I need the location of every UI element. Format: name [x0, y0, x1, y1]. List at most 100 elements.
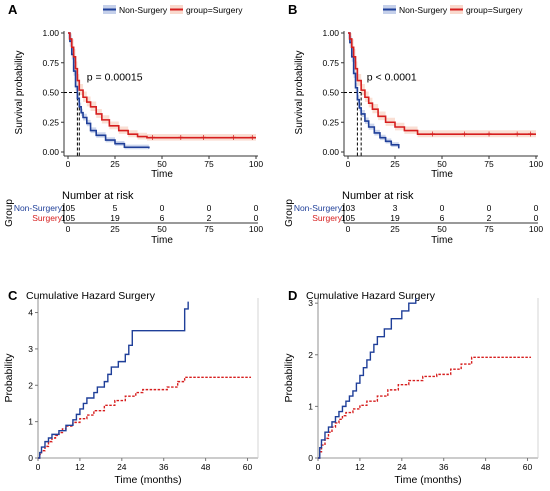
x-tick-label: 60	[243, 462, 253, 472]
x-tick-label: 36	[439, 462, 449, 472]
risk-table-value: 6	[440, 213, 445, 223]
y-axis-title: Probability	[283, 353, 295, 403]
risk-table-x-tick-label: 100	[529, 224, 543, 234]
risk-table-x-tick-label: 25	[110, 224, 120, 234]
panel-label: A	[8, 2, 18, 17]
x-tick-label: 0	[36, 462, 41, 472]
risk-table-x-tick-label: 75	[484, 224, 494, 234]
x-tick-label: 75	[204, 159, 214, 169]
confidence-band-non-surgery	[68, 33, 149, 151]
legend-label-non-surgery: Non-Surgery	[119, 5, 168, 15]
legend-label-non-surgery: Non-Surgery	[399, 5, 448, 15]
x-tick-label: 48	[481, 462, 491, 472]
x-tick-label: 50	[437, 159, 447, 169]
y-tick-label: 1	[308, 401, 313, 411]
risk-table-value: 2	[487, 213, 492, 223]
risk-table-value: 105	[61, 213, 75, 223]
risk-table-title: Number at risk	[342, 190, 414, 202]
x-tick-label: 12	[75, 462, 85, 472]
risk-table-x-tick-label: 50	[157, 224, 167, 234]
y-tick-label: 1.00	[42, 28, 59, 38]
risk-table-value: 103	[341, 203, 355, 213]
p-value: p < 0.0001	[367, 72, 417, 84]
panel-label: C	[8, 288, 18, 303]
x-axis-title: Time (months)	[114, 474, 181, 486]
risk-table-row-label: Surgery	[32, 213, 63, 223]
y-axis-title: Survival probability	[14, 51, 25, 135]
legend-label-surgery: group=Surgery	[466, 5, 523, 15]
risk-table-value: 0	[487, 203, 492, 213]
censor-mark: +	[430, 130, 436, 141]
risk-table-x-tick-label: 0	[346, 224, 351, 234]
survival-curve-surgery	[348, 32, 536, 135]
x-tick-label: 48	[201, 462, 211, 472]
y-tick-label: 0	[308, 453, 313, 463]
confidence-band-surgery	[348, 33, 536, 138]
risk-table-x-tick-label: 25	[390, 224, 400, 234]
risk-table-value: 105	[61, 203, 75, 213]
y-axis-title: Survival probability	[294, 51, 305, 135]
y-tick-label: 1	[28, 417, 33, 427]
risk-table-y-axis-title: Group	[4, 199, 15, 227]
risk-table-value: 19	[390, 213, 400, 223]
x-tick-label: 12	[355, 462, 365, 472]
risk-table-value: 3	[393, 203, 398, 213]
risk-table-x-axis-title: Time	[431, 235, 453, 246]
p-value: p = 0.00015	[87, 72, 143, 84]
x-axis-title: Time	[151, 169, 173, 180]
risk-table-y-axis-title: Group	[284, 199, 295, 227]
risk-table-x-tick-label: 100	[249, 224, 263, 234]
risk-table-x-tick-label: 75	[204, 224, 214, 234]
risk-table-value: 0	[534, 203, 539, 213]
censor-mark: +	[249, 133, 255, 144]
x-tick-label: 100	[249, 159, 263, 169]
censor-mark: +	[514, 130, 520, 141]
risk-table-value: 6	[160, 213, 165, 223]
y-tick-label: 0.00	[42, 147, 59, 157]
censor-mark: +	[200, 133, 206, 144]
risk-table-value: 0	[534, 213, 539, 223]
risk-table-value: 0	[207, 203, 212, 213]
risk-table-row-label: Non-Surgery	[14, 203, 63, 213]
risk-table-value: 105	[341, 213, 355, 223]
x-axis-title: Time (months)	[394, 474, 461, 486]
x-tick-label: 0	[316, 462, 321, 472]
survival-curve-surgery	[68, 32, 256, 139]
chart-title: Cumulative Hazard Surgery	[26, 290, 156, 302]
risk-table-value: 19	[110, 213, 120, 223]
risk-table-title: Number at risk	[62, 190, 134, 202]
risk-table-value: 0	[254, 203, 259, 213]
y-tick-label: 3	[28, 344, 33, 354]
censor-mark: +	[462, 130, 468, 141]
confidence-band-surgery	[68, 33, 256, 141]
censor-mark: +	[486, 130, 492, 141]
panel-label: B	[288, 2, 297, 17]
hazard-curve-surgery	[318, 356, 532, 459]
km-panel-A: A Non-Surgery group=Surgery 0.00 0.25 0.50 0.7…	[4, 2, 263, 246]
panel-label: D	[288, 288, 297, 303]
x-tick-label: 0	[66, 159, 71, 169]
chart-title: Cumulative Hazard Surgery	[306, 290, 436, 302]
y-tick-label: 3	[308, 298, 313, 308]
risk-table-x-axis-title: Time	[151, 235, 173, 246]
y-tick-label: 2	[308, 350, 313, 360]
legend-label-surgery: group=Surgery	[186, 5, 243, 15]
x-tick-label: 25	[390, 159, 400, 169]
censor-mark: +	[178, 133, 184, 144]
x-tick-label: 60	[523, 462, 533, 472]
risk-table-row-label: Non-Surgery	[294, 203, 343, 213]
y-tick-label: 0	[28, 453, 33, 463]
censor-mark: +	[527, 130, 533, 141]
hazard-curve-non-surgery	[38, 301, 189, 459]
y-tick-label: 4	[28, 308, 33, 318]
x-tick-label: 50	[157, 159, 167, 169]
y-axis-title: Probability	[3, 353, 15, 403]
y-tick-label: 0.75	[42, 58, 59, 68]
risk-table-value: 0	[254, 213, 259, 223]
km-panel-B: B Non-Surgery group=Surgery 0.00 0.25 0.50 0.7…	[284, 2, 543, 246]
x-tick-label: 24	[397, 462, 407, 472]
censor-mark: +	[150, 133, 156, 144]
